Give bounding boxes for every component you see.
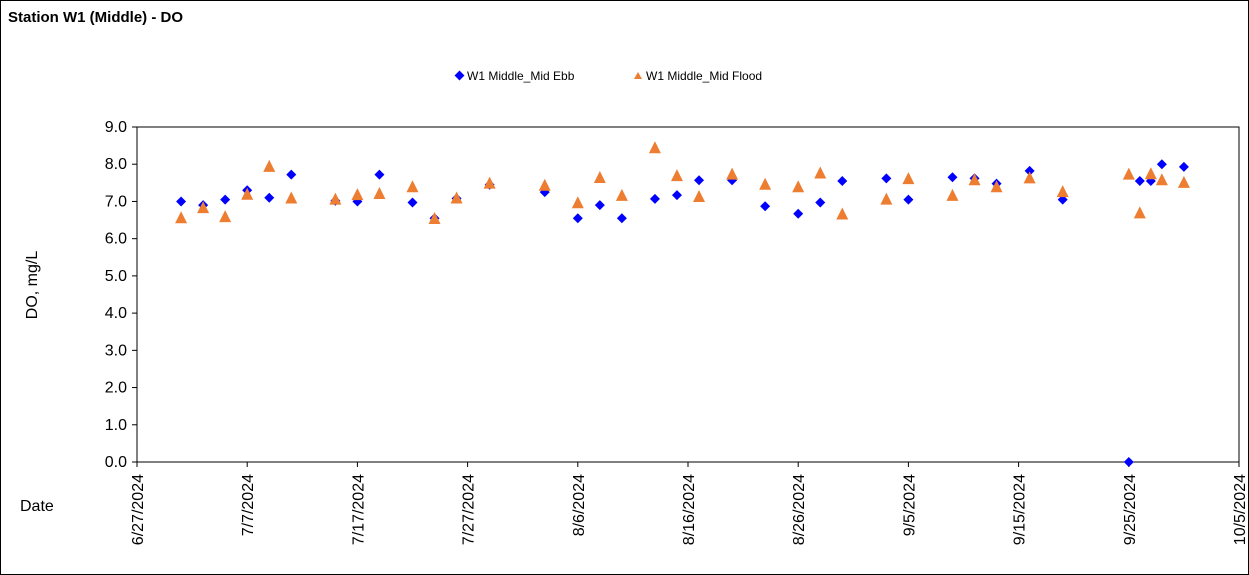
data-point-flood (197, 201, 210, 214)
data-point-flood (538, 178, 551, 191)
data-point-ebb (616, 213, 627, 224)
data-point-ebb (220, 194, 231, 205)
legend-ebb-marker (454, 70, 465, 81)
x-tick-label: 6/27/2024 (130, 474, 147, 545)
data-point-flood (902, 172, 915, 185)
x-tick-label: 9/15/2024 (1012, 474, 1029, 545)
y-tick-label: 3.0 (105, 342, 127, 359)
data-point-flood (792, 180, 805, 193)
series-mid-flood (175, 141, 1190, 224)
legend-flood-label: W1 Middle_Mid Flood (646, 69, 762, 83)
data-point-flood (693, 189, 706, 202)
y-tick-label: 5.0 (105, 268, 127, 285)
x-tick-label: 10/5/2024 (1232, 474, 1249, 545)
data-point-flood (450, 191, 463, 204)
data-point-ebb (594, 200, 605, 211)
data-point-flood (593, 170, 606, 183)
x-tick-label: 8/16/2024 (681, 474, 698, 545)
data-point-flood (968, 173, 981, 186)
data-point-flood (373, 187, 386, 199)
x-tick-label: 8/6/2024 (571, 474, 588, 536)
data-point-flood (219, 210, 232, 223)
x-tick-label: 8/26/2024 (791, 474, 808, 545)
data-point-ebb (1134, 175, 1145, 186)
data-point-ebb (881, 173, 892, 184)
data-point-ebb (1178, 161, 1189, 172)
data-point-flood (836, 207, 849, 220)
x-tick-label: 7/7/2024 (240, 474, 257, 536)
chart-title: Station W1 (Middle) - DO (8, 9, 183, 26)
x-tick-label: 9/25/2024 (1122, 474, 1139, 545)
legend-ebb-label: W1 Middle_Mid Ebb (467, 69, 575, 83)
data-point-flood (1177, 175, 1190, 188)
data-point-flood (175, 211, 188, 224)
data-point-flood (263, 159, 276, 172)
data-point-ebb (760, 201, 771, 212)
data-point-ebb (407, 197, 418, 208)
data-point-ebb (649, 193, 660, 204)
data-point-ebb (947, 172, 958, 183)
data-point-ebb (1024, 165, 1035, 176)
y-tick-label: 8.0 (105, 156, 127, 173)
series-mid-ebb (176, 159, 1189, 467)
data-point-flood (241, 187, 254, 200)
data-point-ebb (1156, 159, 1167, 170)
x-axis-label: Date (20, 498, 54, 515)
data-point-flood (1155, 173, 1168, 186)
data-point-ebb (793, 208, 804, 219)
data-point-flood (428, 211, 441, 224)
data-point-ebb (903, 194, 914, 205)
data-point-flood (1056, 185, 1069, 198)
data-point-flood (329, 192, 342, 205)
x-tick-label: 9/5/2024 (901, 474, 918, 536)
data-point-ebb (176, 196, 187, 207)
data-point-flood (406, 180, 419, 193)
x-tick-label: 7/27/2024 (461, 474, 478, 545)
data-point-flood (615, 188, 628, 201)
data-point-flood (946, 188, 959, 201)
data-point-ebb (374, 169, 385, 180)
data-point-ebb (572, 213, 583, 224)
data-point-flood (990, 180, 1003, 193)
y-axis: 0.0 1.0 2.0 3.0 4.0 5.0 6.0 7.0 8.0 9.0 (105, 119, 137, 471)
data-point-flood (670, 169, 683, 182)
data-point-flood (759, 177, 772, 190)
x-tick-label: 7/17/2024 (350, 474, 367, 545)
data-point-ebb (815, 197, 826, 208)
data-point-flood (648, 141, 661, 154)
y-tick-label: 6.0 (105, 231, 127, 248)
data-point-flood (814, 166, 827, 179)
plot-area (136, 126, 1240, 463)
legend: W1 Middle_Mid Ebb W1 Middle_Mid Flood (454, 69, 762, 83)
y-tick-label: 4.0 (105, 305, 127, 322)
data-point-flood (1023, 171, 1036, 184)
legend-flood-marker (634, 72, 642, 79)
y-tick-label: 7.0 (105, 193, 127, 210)
data-point-flood (571, 196, 584, 209)
data-point-flood (351, 188, 364, 201)
data-point-flood (1122, 167, 1135, 180)
data-point-flood (483, 176, 496, 189)
data-point-flood (880, 192, 893, 205)
data-point-ebb (286, 169, 297, 180)
data-point-ebb (264, 192, 275, 203)
data-point-ebb (694, 175, 705, 186)
y-axis-label: DO, mg/L (24, 251, 41, 320)
y-tick-label: 1.0 (105, 417, 127, 434)
data-point-ebb (1123, 457, 1134, 467)
data-point-flood (285, 191, 298, 204)
data-point-ebb (671, 190, 682, 201)
data-point-flood (726, 167, 739, 180)
x-axis: 6/27/2024 7/7/2024 7/17/2024 7/27/2024 8/6/2… (130, 462, 1249, 545)
y-tick-label: 2.0 (105, 380, 127, 397)
data-point-flood (1144, 167, 1157, 180)
y-tick-label: 9.0 (105, 119, 127, 136)
y-tick-label: 0.0 (105, 454, 127, 471)
data-point-flood (1133, 206, 1146, 219)
data-point-ebb (837, 175, 848, 186)
